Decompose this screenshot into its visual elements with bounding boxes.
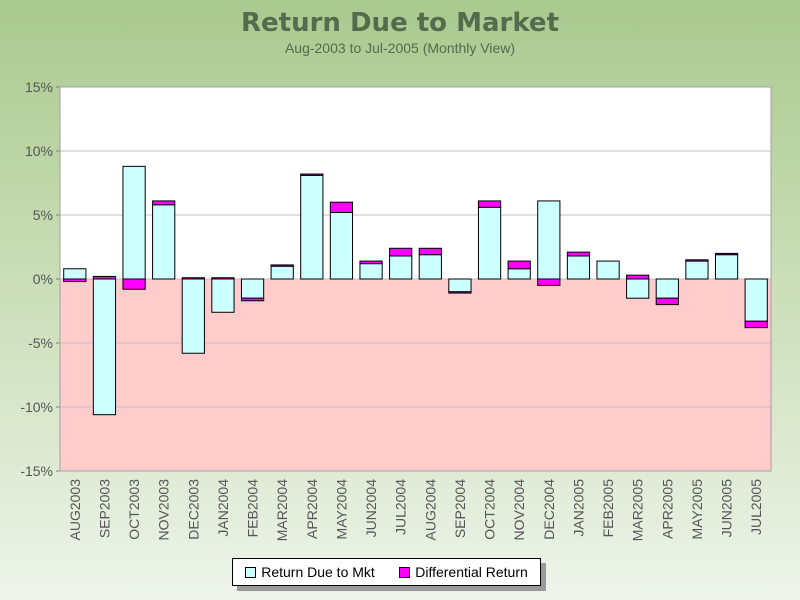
bar-differential-return xyxy=(714,252,739,256)
x-tick-label: FEB2005 xyxy=(600,479,616,538)
bar-return-due-to-mkt xyxy=(211,278,235,313)
x-tick-label: AUG2004 xyxy=(422,479,438,541)
bar-differential-return xyxy=(92,275,117,280)
bar-differential-return xyxy=(211,277,235,280)
x-tick-label: SEP2004 xyxy=(452,479,468,538)
bar-return-due-to-mkt xyxy=(270,265,294,280)
bar-return-due-to-mkt xyxy=(389,255,413,280)
x-tick-label: JUN2004 xyxy=(363,479,379,538)
bar-return-due-to-mkt xyxy=(448,278,472,293)
bar-return-due-to-mkt xyxy=(418,254,442,280)
bar-return-due-to-mkt xyxy=(63,268,87,280)
bar-differential-return xyxy=(744,320,768,329)
bar-return-due-to-mkt xyxy=(596,260,620,280)
bar-differential-return xyxy=(63,278,87,283)
x-tick-label: JAN2005 xyxy=(570,479,586,537)
x-tick-label: JUL2004 xyxy=(393,479,409,535)
bar-differential-return xyxy=(270,264,294,267)
bar-differential-return xyxy=(537,278,561,286)
bar-return-due-to-mkt xyxy=(122,165,146,280)
x-tick-label: NOV2004 xyxy=(511,479,527,541)
legend-swatch-market xyxy=(245,566,257,578)
x-tick-label: FEB2004 xyxy=(245,479,261,538)
bar-differential-return xyxy=(389,247,413,257)
bar-return-due-to-mkt xyxy=(240,278,265,299)
bar-return-due-to-mkt xyxy=(92,278,117,416)
chart-legend: Return Due to Mkt Differential Return xyxy=(232,558,541,586)
bar-differential-return xyxy=(418,247,442,256)
legend-label-differential: Differential Return xyxy=(415,564,528,580)
x-tick-label: MAR2005 xyxy=(630,479,646,541)
bar-return-due-to-mkt xyxy=(329,211,354,280)
legend-swatch-differential xyxy=(399,566,411,578)
bar-return-due-to-mkt xyxy=(152,204,176,280)
bar-differential-return xyxy=(122,278,146,290)
bar-return-due-to-mkt xyxy=(566,255,591,280)
y-tick-label: 5% xyxy=(33,207,53,223)
y-tick-label: -5% xyxy=(28,335,53,351)
bar-differential-return xyxy=(240,297,265,302)
bar-return-due-to-mkt xyxy=(655,278,679,299)
bar-differential-return xyxy=(329,201,354,213)
bar-return-due-to-mkt xyxy=(714,254,739,280)
bar-differential-return xyxy=(685,259,709,262)
bar-differential-return xyxy=(448,291,472,294)
bar-differential-return xyxy=(507,260,531,270)
bar-differential-return xyxy=(359,260,383,265)
bar-differential-return xyxy=(655,297,679,306)
bar-differential-return xyxy=(152,200,176,206)
y-tick-label: 10% xyxy=(25,143,53,159)
x-tick-label: OCT2004 xyxy=(482,479,498,540)
x-tick-label: NOV2003 xyxy=(156,479,172,541)
bar-differential-return xyxy=(566,251,591,257)
x-tick-label: JUL2005 xyxy=(748,479,764,535)
x-tick-label: MAR2004 xyxy=(274,479,290,541)
bar-return-due-to-mkt xyxy=(685,260,709,280)
x-tick-label: DEC2003 xyxy=(185,479,201,540)
x-tick-label: OCT2003 xyxy=(126,479,142,540)
y-tick-label: -10% xyxy=(20,399,53,415)
bar-return-due-to-mkt xyxy=(744,278,768,322)
bar-return-due-to-mkt xyxy=(181,278,205,354)
plot-border xyxy=(59,86,772,472)
x-tick-label: AUG2003 xyxy=(67,479,83,541)
legend-item-differential: Differential Return xyxy=(399,564,528,580)
bar-return-due-to-mkt xyxy=(626,278,650,299)
bar-differential-return xyxy=(477,200,502,208)
y-tick-label: 15% xyxy=(25,79,53,95)
bar-return-due-to-mkt xyxy=(537,200,561,280)
x-tick-label: MAY2004 xyxy=(333,479,349,540)
x-tick-label: APR2005 xyxy=(659,479,675,539)
bar-differential-return xyxy=(181,277,205,280)
bar-return-due-to-mkt xyxy=(359,263,383,280)
bar-differential-return xyxy=(300,173,324,176)
x-tick-label: DEC2004 xyxy=(541,479,557,540)
x-tick-label: JUN2005 xyxy=(719,479,735,538)
x-tick-label: SEP2003 xyxy=(96,479,112,538)
legend-label-market: Return Due to Mkt xyxy=(261,564,375,580)
legend-item-market: Return Due to Mkt xyxy=(245,564,375,580)
bar-return-due-to-mkt xyxy=(300,174,324,280)
x-tick-label: MAY2005 xyxy=(689,479,705,540)
plot-area-negative xyxy=(60,279,771,471)
y-tick-label: -15% xyxy=(20,463,53,479)
bar-return-due-to-mkt xyxy=(507,268,531,280)
x-tick-label: JAN2004 xyxy=(215,479,231,537)
y-tick-label: 0% xyxy=(33,271,53,287)
plot-area-positive xyxy=(60,87,771,279)
bar-return-due-to-mkt xyxy=(477,206,502,280)
chart-title: Return Due to Market xyxy=(241,8,559,38)
chart-subtitle: Aug-2003 to Jul-2005 (Monthly View) xyxy=(284,40,516,56)
bar-differential-return xyxy=(626,274,650,280)
x-tick-label: APR2004 xyxy=(304,479,320,539)
